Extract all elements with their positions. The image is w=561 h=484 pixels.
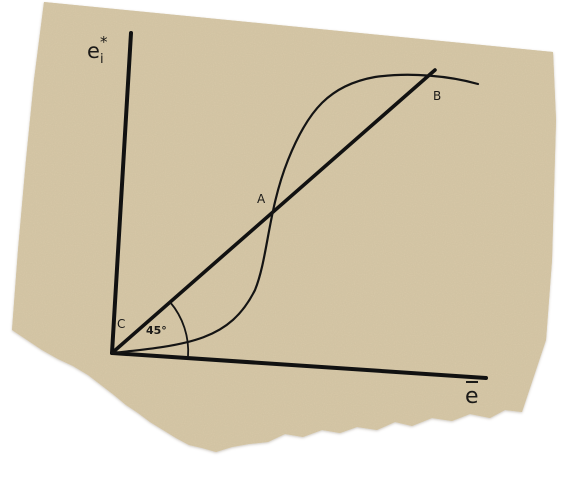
angle-label: 45° — [146, 324, 167, 337]
point-a-label: A — [257, 192, 266, 206]
angle-arc — [169, 301, 190, 358]
point-c-label: C — [117, 317, 125, 331]
y-axis-label-superscript: * — [100, 33, 108, 51]
paper-texture — [12, 2, 556, 452]
x-axis-label: e — [465, 384, 479, 409]
x-axis — [110, 351, 488, 380]
y-axis — [110, 31, 133, 355]
y-axis-label-subscript: i — [100, 52, 104, 67]
point-b-label: B — [433, 89, 441, 103]
s-curve — [110, 73, 480, 355]
y-axis-label: e — [87, 39, 100, 63]
